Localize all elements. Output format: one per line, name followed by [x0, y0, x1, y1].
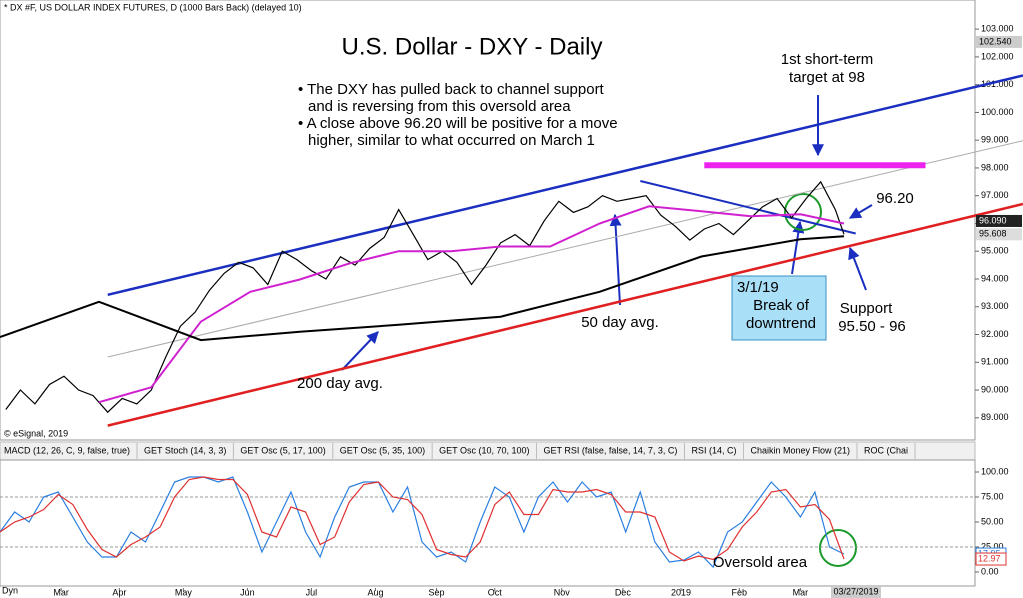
y-tick-label: 89.000: [981, 412, 1009, 422]
x-tick-label: Aug: [367, 587, 383, 597]
tab: MACD (12, 26, C, 9, false, true): [4, 445, 130, 455]
x-tick-label: Oct: [488, 587, 503, 597]
y-tick-label: 100.000: [981, 107, 1014, 117]
highlight-circle: [819, 529, 857, 567]
series-line: [98, 205, 845, 404]
y-tick-label: 94.000: [981, 273, 1009, 283]
annotation: 3/1/19: [737, 279, 779, 296]
annotation: Support: [840, 300, 893, 317]
price-tag: [976, 214, 1022, 227]
y-tick-label: 98.000: [981, 162, 1009, 172]
tab: ROC (Chai: [864, 445, 908, 455]
annotation: • A close above 96.20 will be positive f…: [298, 115, 618, 132]
y-tick-label: 75.00: [981, 491, 1004, 501]
symbol: * DX #F, US DOLLAR INDEX FUTURES, D (100…: [4, 2, 302, 12]
annotation: and is reversing from this oversold area: [308, 98, 571, 115]
credit: © eSignal, 2019: [4, 428, 68, 438]
annotation: Oversold area: [713, 554, 808, 571]
x-tick-label: Feb: [731, 587, 747, 597]
x-tick-label: 2019: [671, 587, 691, 597]
y-tick-label: 90.000: [981, 384, 1009, 394]
y-tick-label: 99.000: [981, 135, 1009, 145]
annotation: 50 day avg.: [581, 314, 659, 331]
y-tick-label: 97.000: [981, 190, 1009, 200]
tab: GET Osc (5, 35, 100): [340, 445, 425, 455]
chart-title: U.S. Dollar - DXY - Daily: [342, 33, 603, 60]
y-tick-label: 103.000: [981, 24, 1014, 34]
y-tick-label: 101.000: [981, 79, 1014, 89]
price-tag: [976, 228, 1022, 241]
y-tick-label: 102.000: [981, 51, 1014, 61]
series-line: [0, 235, 845, 342]
price-tag-label: 96.090: [979, 215, 1007, 225]
y-tick-label: 25.00: [981, 541, 1004, 551]
y-tick-label: 91.000: [981, 357, 1009, 367]
tab: Chaikin Money Flow (21): [750, 445, 850, 455]
x-tick-label: May: [175, 587, 193, 597]
last-value-tag: [975, 552, 1007, 566]
annotation: • The DXY has pulled back to channel sup…: [298, 81, 605, 98]
tab: RSI (14, C): [691, 445, 736, 455]
annotation: higher, similar to what occurred on Marc…: [308, 132, 595, 149]
x-tick-label: Sep: [429, 587, 445, 597]
x-tick-label: Jul: [306, 587, 318, 597]
date-tag: [831, 586, 881, 598]
tab: GET Stoch (14, 3, 3): [144, 445, 226, 455]
x-tick-label: Mar: [793, 587, 809, 597]
y-tick-label: 92.000: [981, 329, 1009, 339]
y-tick-label: 100.00: [981, 466, 1009, 476]
tab: GET Osc (10, 70, 100): [439, 445, 529, 455]
annotation: Break of: [753, 297, 810, 314]
highlight-circle: [784, 193, 822, 231]
price-panel: [0, 0, 976, 441]
annotation: target at 98: [789, 69, 865, 86]
y-tick-label: 0.00: [981, 566, 999, 576]
price-tag-label: 95.608: [979, 229, 1007, 239]
x-tick-label: Apr: [112, 587, 126, 597]
annotation-box: [731, 275, 827, 341]
annotation: 96.20: [876, 190, 914, 207]
date: 03/27/2019: [833, 586, 878, 596]
x-tick-label: Nov: [554, 587, 571, 597]
annotation: 95.50 - 96: [838, 318, 906, 335]
y-tick-label: 95.000: [981, 246, 1009, 256]
tab: GET Osc (5, 17, 100): [240, 445, 325, 455]
trendline: [640, 180, 856, 235]
dyn: Dyn: [2, 585, 18, 595]
annotation: downtrend: [746, 315, 816, 332]
tab: GET RSI (false, false, 14, 7, 3, C): [544, 445, 678, 455]
trendline: [107, 140, 1023, 358]
annotation: 1st short-term: [781, 51, 874, 68]
x-tick-label: Mar: [53, 587, 69, 597]
y-tick-label: 93.000: [981, 301, 1009, 311]
series-line: [0, 476, 845, 562]
price-tag: [976, 35, 1022, 48]
x-tick-label: Jun: [240, 587, 255, 597]
trendline: [107, 202, 1023, 427]
last-value-label: 12.97: [978, 553, 1001, 563]
y-tick-label: 50.00: [981, 516, 1004, 526]
arrows: [341, 95, 873, 371]
price-tag-label: 102.540: [979, 36, 1012, 46]
annotation: 200 day avg.: [297, 375, 383, 392]
trendline: [107, 74, 1023, 297]
series-line: [5, 180, 845, 414]
x-tick-label: Dec: [615, 587, 632, 597]
